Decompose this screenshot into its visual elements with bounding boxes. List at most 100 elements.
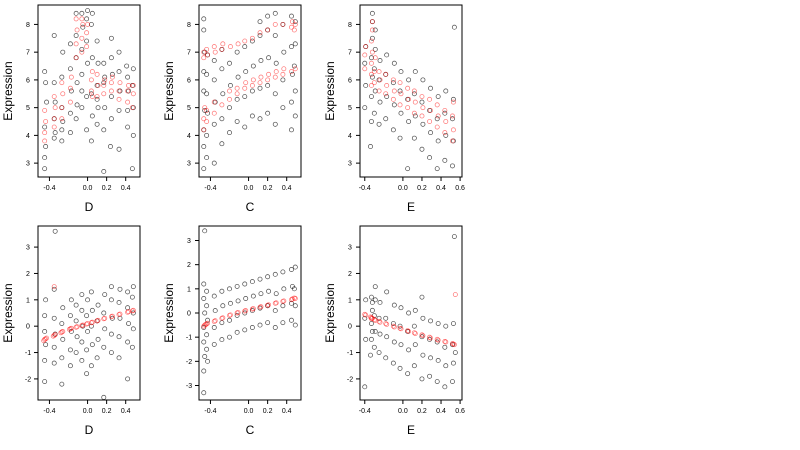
black-point [412,69,418,75]
red-point [212,318,218,324]
red-point [67,85,73,91]
red-point [44,335,50,341]
black-point [67,41,73,47]
black-point [79,10,85,16]
red-point [228,44,233,50]
black-point [85,60,91,66]
red-point [101,91,107,97]
y-tick-label: -1 [25,350,31,357]
black-point [219,141,225,147]
black-point [59,127,65,133]
black-point [419,334,425,340]
black-point [201,16,207,22]
black-point [79,71,85,77]
red-point [51,124,57,130]
black-point [89,342,95,348]
y-tick-label: -1 [347,350,353,357]
black-point [125,305,131,311]
x-tick-label: 0.4 [121,408,131,415]
red-point [85,21,91,27]
red-point [109,313,115,319]
black-point [249,279,255,285]
x-tick-label: -0.4 [204,185,216,192]
black-point [84,127,90,133]
black-point [450,163,455,169]
x-axis-title: D [85,200,94,214]
x-axis-title: E [407,200,415,214]
red-point [129,105,135,111]
black-point [249,325,255,330]
black-point [220,303,226,309]
x-tick-label: -0.4 [43,408,55,415]
y-tick-label: 0 [187,311,191,318]
chart-panel-bottom-left: -0.4 0.0 0.2 0.4 -2 -1 0 1 2 3 D Expression [1,225,141,437]
series-black-points [201,228,298,396]
black-point [280,269,286,275]
red-point [79,16,85,22]
x-axis-title: E [407,423,415,437]
chart-panel-bottom-right: -0.4 0.0 0.2 0.4 0.6 -2 -1 0 1 2 3 E Expression [323,225,465,437]
x-tick-label: 0.2 [263,408,273,415]
red-point [363,44,369,50]
red-point [368,82,374,88]
black-point [108,35,114,41]
x-axis-title: C [246,200,255,214]
red-point [205,320,211,326]
red-point [419,94,425,100]
black-point [59,381,65,387]
red-point [434,102,440,108]
black-point [272,271,278,277]
black-point [242,327,248,333]
chart-panel-top-right: -0.4 0.0 0.2 0.4 0.6 3 4 5 6 7 8 E Expression [323,4,465,214]
black-point [201,166,207,172]
black-point [419,99,425,105]
black-point [73,10,79,16]
red-point [434,124,440,130]
red-point [204,119,210,124]
black-point [443,323,449,329]
black-point [204,132,210,138]
black-point [363,336,369,342]
black-point [377,300,383,305]
black-point [281,49,287,55]
red-point [280,21,286,27]
black-point [84,347,90,353]
black-point [362,384,368,390]
black-point [211,77,217,83]
black-point [234,283,240,289]
black-point [88,138,94,144]
black-point [201,88,207,94]
black-point [273,60,279,66]
black-point [405,371,411,377]
y-tick-label: 3 [26,245,30,252]
red-point [243,308,249,314]
red-point [108,88,114,94]
red-point [371,80,377,86]
red-point [390,96,396,102]
black-point [372,297,378,303]
black-point [397,365,403,371]
black-point [42,166,48,172]
y-tick-label: 6 [348,77,352,84]
plot-frame [359,4,463,178]
black-point [89,113,95,119]
black-point [204,288,210,294]
black-point [428,355,433,361]
black-point [44,99,50,105]
black-point [292,322,298,328]
black-point [242,281,248,287]
black-point [125,376,131,382]
black-point [419,376,425,382]
red-point [201,127,207,133]
red-point [89,319,95,325]
black-point [272,33,278,38]
black-point [450,360,456,366]
black-point [85,329,91,334]
red-point [368,38,374,44]
red-point [450,138,455,144]
red-point [266,302,272,308]
red-point [117,311,123,317]
black-point [272,325,278,330]
black-point [101,344,107,350]
y-tick-label: 0 [26,324,30,331]
